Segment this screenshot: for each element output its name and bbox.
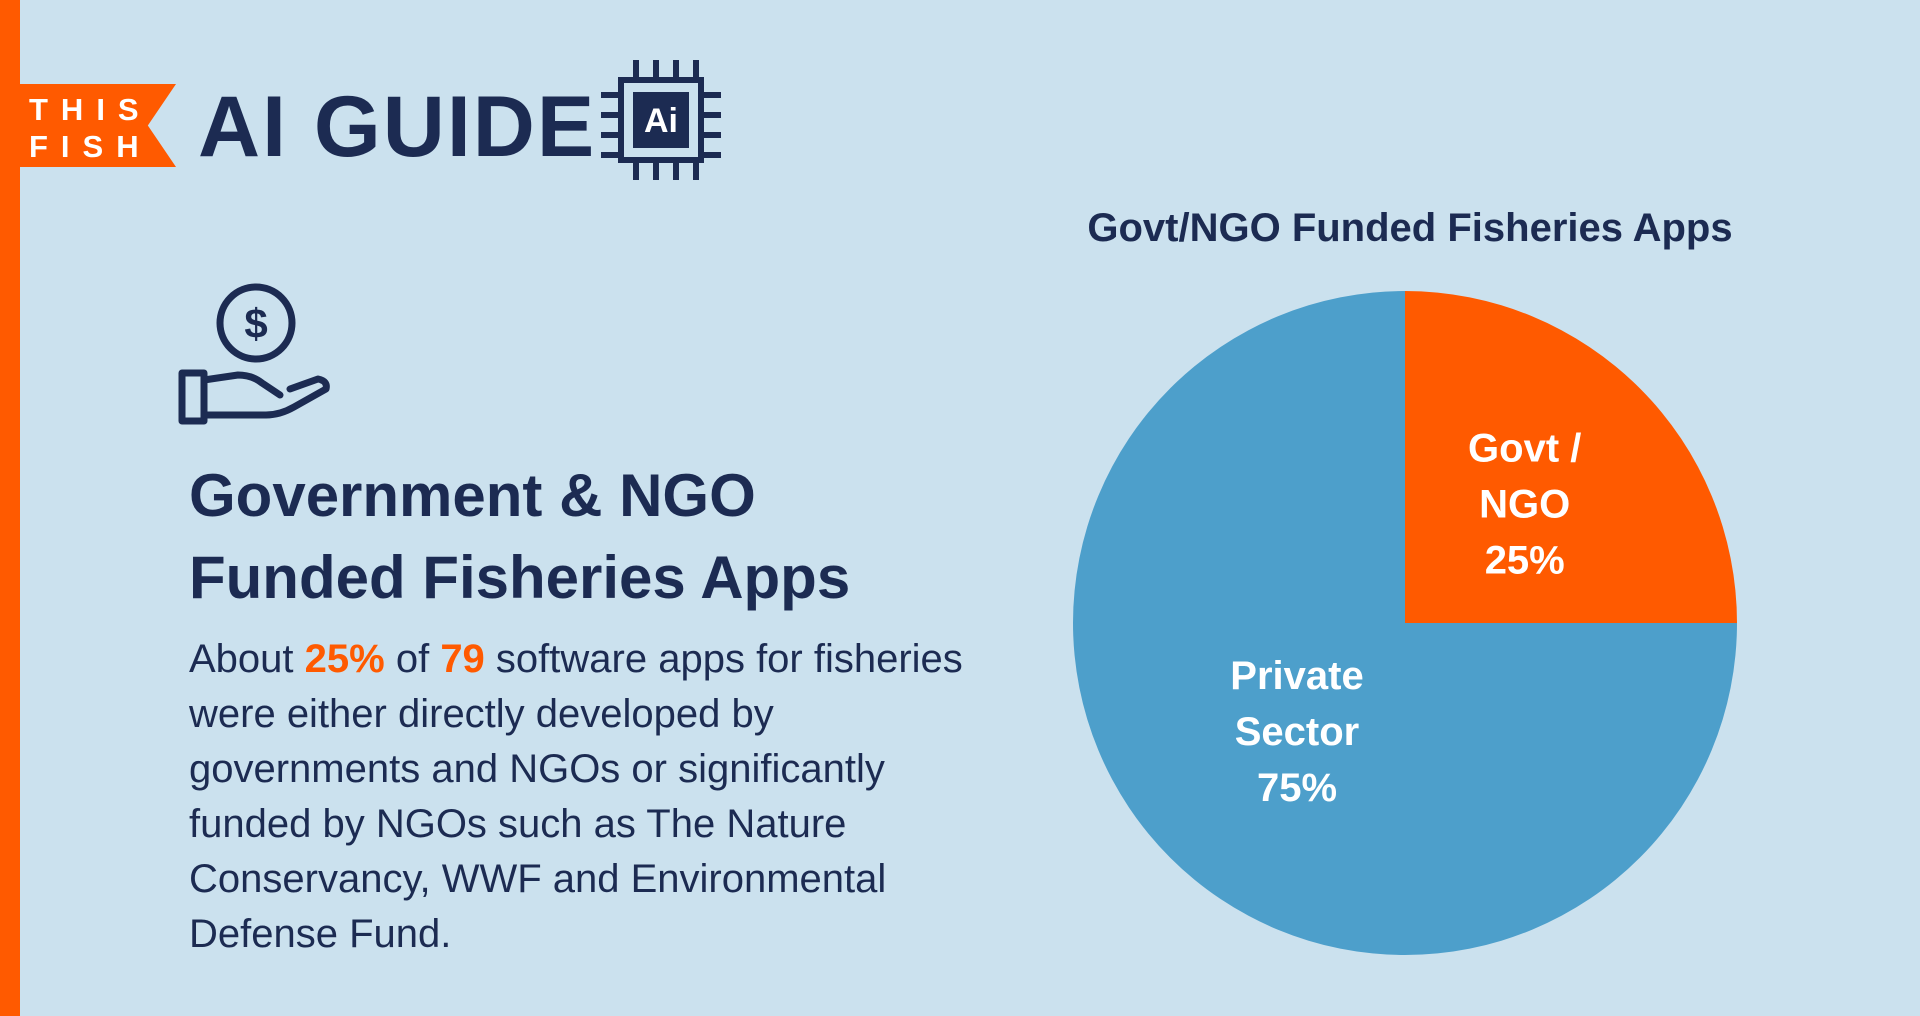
body-paragraph: About 25% of 79 software apps for fisher… [189,632,1009,962]
pie-slice-label-1: Private Sector 75% [1230,654,1363,810]
svg-text:$: $ [244,300,267,347]
pie-slice-label-0: Govt / NGO 25% [1468,426,1581,582]
headline-line2: Funded Fisheries Apps [189,544,851,611]
highlight-percent: 25% [304,637,385,681]
body-text-end: software apps for fisheries were either … [189,637,963,956]
brand-tag-line1: THIS [29,92,152,127]
money-hand-icon: $ [178,283,330,425]
headline-line1: Government & NGO [189,462,756,529]
headline: Government & NGO Funded Fisheries Apps [189,455,989,619]
cpu-chip-icon: Ai [601,60,721,180]
brand-tag-line2: FISH [29,129,152,164]
side-accent-stripe [0,0,20,1016]
chip-label: Ai [644,102,678,140]
pie-slice-0 [1405,291,1737,623]
pie-slice-1 [1073,291,1737,955]
highlight-count: 79 [440,637,485,681]
brand-tag: THIS FISH [0,84,176,167]
chart-title: Govt/NGO Funded Fisheries Apps [1087,206,1733,250]
pie-chart: Govt / NGO 25% Private Sector 75% [1073,291,1737,955]
guide-title: AI GUIDE [198,79,597,175]
body-text-start: About [189,637,305,681]
body-text-mid: of [384,637,441,681]
